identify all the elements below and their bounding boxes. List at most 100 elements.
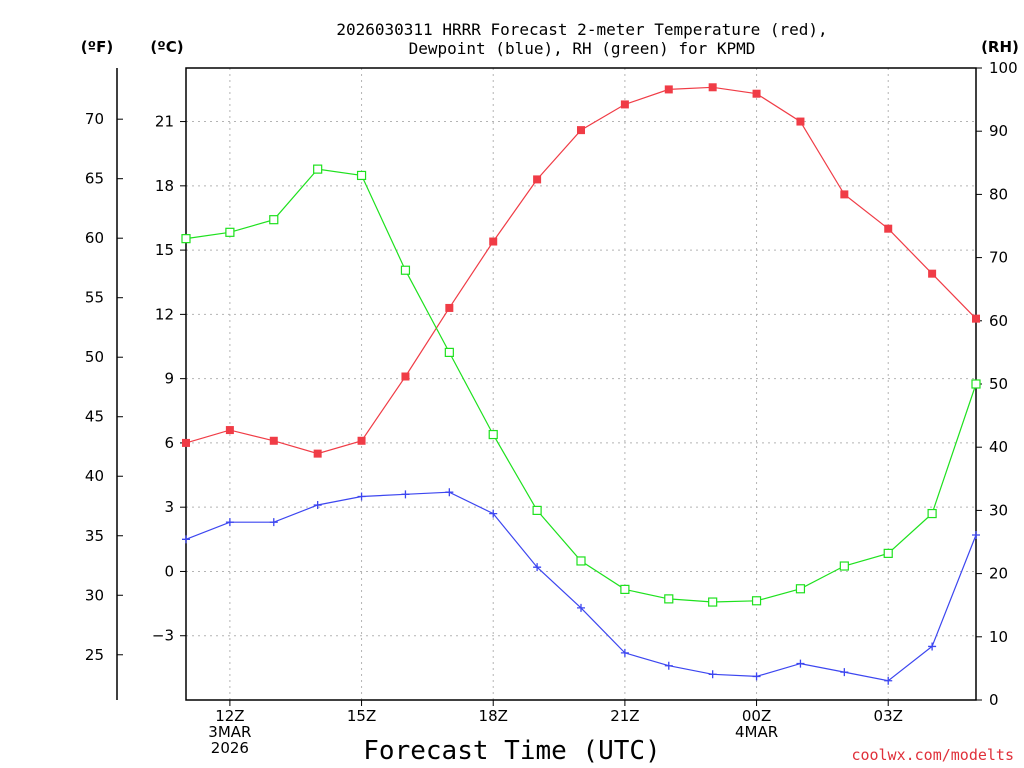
celsius-tick-label: 12 bbox=[155, 305, 174, 323]
rh-tick-label: 40 bbox=[989, 438, 1008, 456]
dewpoint-point bbox=[401, 490, 410, 499]
x-tick-label: 4MAR bbox=[735, 723, 778, 741]
celsius-tick-label: −3 bbox=[152, 627, 174, 645]
x-tick-label: 18Z bbox=[479, 707, 508, 725]
temperature-point bbox=[972, 314, 980, 323]
temperature-point bbox=[225, 426, 234, 435]
temperature-point bbox=[796, 117, 805, 126]
celsius-tick-label: 21 bbox=[155, 113, 174, 131]
rh-point bbox=[356, 170, 367, 181]
fahrenheit-tick-label: 25 bbox=[85, 646, 104, 664]
rh-tick-label: 10 bbox=[989, 628, 1008, 646]
dewpoint-line bbox=[185, 491, 977, 682]
rh-point bbox=[444, 347, 454, 357]
celsius-tick-label: 15 bbox=[155, 241, 174, 259]
dewpoint-point bbox=[225, 518, 234, 527]
fahrenheit-tick-label: 35 bbox=[85, 527, 104, 545]
x-tick-label: 2026 bbox=[211, 739, 249, 757]
fahrenheit-tick-label: 50 bbox=[85, 348, 104, 366]
temperature-point bbox=[620, 100, 629, 109]
fahrenheit-tick-label: 60 bbox=[85, 229, 104, 247]
fahrenheit-tick-label: 55 bbox=[85, 289, 104, 307]
rh-unit-label: (RH) bbox=[981, 38, 1019, 56]
temperature-point bbox=[928, 269, 937, 278]
temperature-point bbox=[884, 224, 893, 233]
dewpoint-point bbox=[664, 661, 673, 670]
temperature-point bbox=[664, 85, 673, 94]
celsius-unit-label: (ºC) bbox=[150, 38, 183, 56]
dewpoint-point bbox=[840, 668, 849, 677]
temperature-point bbox=[357, 436, 366, 445]
temperature-point bbox=[182, 438, 190, 447]
celsius-tick-label: 9 bbox=[164, 370, 174, 388]
fahrenheit-tick-label: 30 bbox=[85, 586, 104, 604]
celsius-tick-label: 6 bbox=[164, 434, 174, 452]
rh-point bbox=[927, 508, 937, 519]
rh-point bbox=[839, 561, 849, 571]
series-layer bbox=[181, 83, 981, 685]
x-tick-label: 15Z bbox=[347, 707, 376, 725]
dewpoint-point bbox=[269, 518, 278, 527]
rh-point bbox=[620, 584, 630, 595]
dewpoint-point bbox=[972, 531, 980, 540]
fahrenheit-unit-label: (ºF) bbox=[81, 38, 113, 56]
dewpoint-point bbox=[313, 501, 322, 510]
rh-point bbox=[225, 227, 235, 237]
dewpoint-point bbox=[533, 563, 542, 572]
temperature-point bbox=[577, 126, 585, 135]
celsius-tick-label: 3 bbox=[164, 498, 174, 516]
dewpoint-point bbox=[796, 659, 805, 668]
dewpoint-point bbox=[708, 670, 717, 679]
dewpoint-point bbox=[884, 676, 893, 685]
temperature-point bbox=[445, 303, 454, 312]
rh-tick-label: 50 bbox=[989, 375, 1008, 393]
dewpoint-point bbox=[182, 535, 190, 544]
x-tick-label: 03Z bbox=[874, 707, 903, 725]
rh-point bbox=[269, 215, 279, 225]
rh-point bbox=[576, 556, 586, 566]
x-tick-label: 00Z bbox=[742, 707, 771, 725]
rh-point bbox=[708, 597, 718, 607]
rh-point bbox=[751, 596, 762, 606]
temperature-line bbox=[185, 86, 977, 455]
dewpoint-point bbox=[752, 672, 761, 681]
rh-tick-label: 60 bbox=[989, 312, 1008, 330]
rh-point bbox=[488, 429, 498, 440]
temperature-point bbox=[401, 372, 410, 381]
fahrenheit-tick-label: 70 bbox=[85, 110, 104, 128]
dewpoint-point bbox=[577, 603, 585, 612]
dewpoint-point bbox=[620, 648, 629, 657]
rh-tick-label: 100 bbox=[989, 59, 1018, 77]
rh-point bbox=[400, 265, 411, 275]
rh-tick-label: 0 bbox=[989, 691, 999, 709]
rh-point bbox=[313, 164, 323, 174]
dewpoint-point bbox=[489, 509, 498, 518]
temperature-point bbox=[269, 436, 278, 445]
x-axis-label: Forecast Time (UTC) bbox=[363, 736, 660, 766]
rh-point bbox=[532, 505, 542, 515]
fahrenheit-tick-label: 40 bbox=[85, 467, 104, 485]
temperature-point bbox=[533, 175, 542, 184]
rh-point bbox=[883, 548, 893, 558]
fahrenheit-tick-label: 45 bbox=[85, 408, 104, 426]
temperature-point bbox=[708, 83, 717, 92]
credit-text: coolwx.com/modelts bbox=[851, 746, 1014, 764]
celsius-tick-label: 0 bbox=[164, 562, 174, 580]
rh-point bbox=[795, 584, 806, 594]
temperature-point bbox=[840, 190, 849, 199]
fahrenheit-tick-label: 65 bbox=[85, 170, 104, 188]
rh-tick-label: 30 bbox=[989, 501, 1008, 519]
rh-tick-label: 70 bbox=[989, 249, 1008, 267]
dewpoint-point bbox=[445, 488, 454, 497]
temperature-point bbox=[489, 237, 498, 246]
celsius-tick-label: 18 bbox=[155, 177, 174, 195]
rh-point bbox=[971, 379, 981, 389]
chart-title-line2: Dewpoint (blue), RH (green) for KPMD bbox=[409, 39, 756, 58]
rh-point bbox=[664, 594, 674, 604]
temperature-point bbox=[752, 89, 761, 98]
rh-line bbox=[185, 168, 977, 603]
x-tick-label: 12Z bbox=[215, 707, 244, 725]
rh-tick-label: 20 bbox=[989, 565, 1008, 583]
